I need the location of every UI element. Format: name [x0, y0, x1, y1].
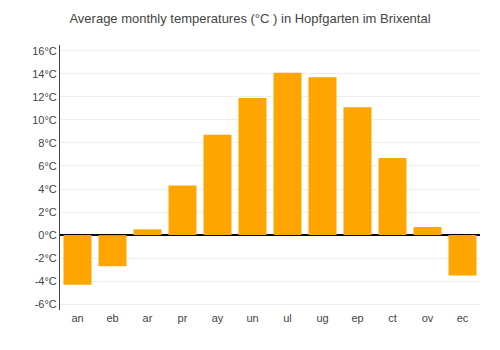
svg-text:ec: ec — [457, 312, 469, 324]
svg-text:2°C: 2°C — [38, 206, 57, 218]
svg-text:16°C: 16°C — [32, 45, 57, 57]
svg-text:-4°C: -4°C — [35, 275, 57, 287]
svg-text:14°C: 14°C — [32, 68, 57, 80]
svg-text:ul: ul — [283, 312, 292, 324]
svg-text:10°C: 10°C — [32, 114, 57, 126]
svg-text:8°C: 8°C — [38, 137, 57, 149]
svg-text:ep: ep — [351, 312, 363, 324]
svg-text:un: un — [246, 312, 258, 324]
svg-text:pr: pr — [178, 312, 188, 324]
svg-text:an: an — [71, 312, 83, 324]
svg-text:ay: ay — [212, 312, 224, 324]
svg-text:ov: ov — [422, 312, 434, 324]
svg-text:ug: ug — [316, 312, 328, 324]
svg-text:eb: eb — [106, 312, 118, 324]
svg-text:6°C: 6°C — [38, 160, 57, 172]
svg-text:-6°C: -6°C — [35, 298, 57, 310]
svg-text:Average monthly temperatures (: Average monthly temperatures (°C ) in Ho… — [69, 11, 430, 26]
svg-text:-2°C: -2°C — [35, 252, 57, 264]
svg-text:ar: ar — [143, 312, 153, 324]
svg-text:0°C: 0°C — [38, 229, 57, 241]
svg-text:12°C: 12°C — [32, 91, 57, 103]
svg-text:ct: ct — [388, 312, 397, 324]
svg-text:4°C: 4°C — [38, 183, 57, 195]
